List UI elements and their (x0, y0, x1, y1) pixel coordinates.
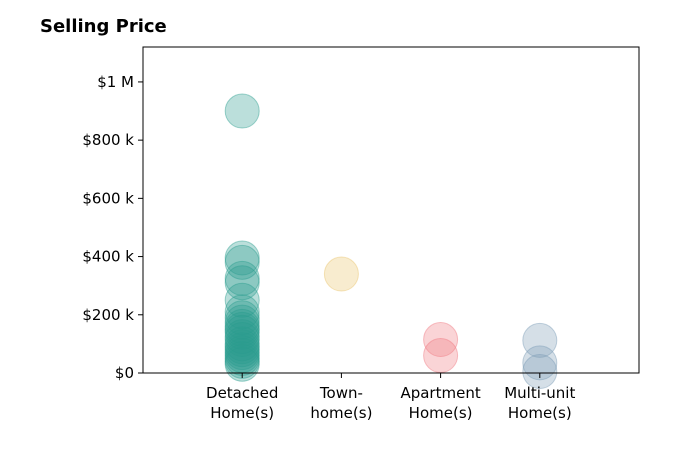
point-0-10 (224, 311, 260, 347)
point-0-0 (224, 93, 260, 129)
x-tick-label-1: Town-home(s) (310, 384, 372, 422)
point-1-0 (323, 256, 359, 292)
point-0-3 (224, 260, 260, 296)
data-points (224, 93, 558, 390)
plot-frame (142, 46, 640, 374)
y-tick-label-0: $0 (115, 364, 134, 382)
point-0-4 (224, 265, 260, 301)
point-0-13 (224, 322, 260, 358)
x-tick-label-0: Detached Home(s) (206, 384, 278, 422)
y-tick-label-4: $800 k (82, 131, 134, 149)
point-0-8 (224, 304, 260, 340)
point-0-12 (224, 319, 260, 355)
point-0-2 (224, 244, 260, 280)
y-axis: $0 $200 k $400 k $600 k $800 k $1 M (82, 73, 143, 382)
y-tick-label-3: $600 k (82, 189, 134, 207)
chart-title: Selling Price (40, 16, 167, 37)
point-0-11 (224, 314, 260, 350)
point-2-1 (423, 338, 459, 374)
point-3-2 (522, 354, 558, 390)
x-tick-label-3: Multi-unit Home(s) (504, 384, 575, 422)
y-tick-label-2: $400 k (82, 248, 134, 266)
point-0-14 (224, 326, 260, 362)
x-axis: Detached Home(s) Town-home(s) Apartment Home… (206, 373, 575, 422)
point-0-5 (224, 282, 260, 318)
point-3-0 (522, 322, 558, 358)
y-tick-label-1: $200 k (82, 306, 134, 324)
point-0-7 (224, 300, 260, 336)
point-0-9 (224, 308, 260, 344)
point-0-16 (224, 332, 260, 368)
point-0-20 (224, 343, 260, 379)
point-0-6 (224, 294, 260, 330)
y-tick-label-5: $1 M (97, 73, 134, 91)
point-0-15 (224, 329, 260, 365)
point-0-17 (224, 335, 260, 371)
point-0-1 (224, 240, 260, 276)
point-3-1 (522, 345, 558, 381)
point-2-0 (423, 322, 459, 358)
x-tick-label-2: Apartment Home(s) (400, 384, 480, 422)
